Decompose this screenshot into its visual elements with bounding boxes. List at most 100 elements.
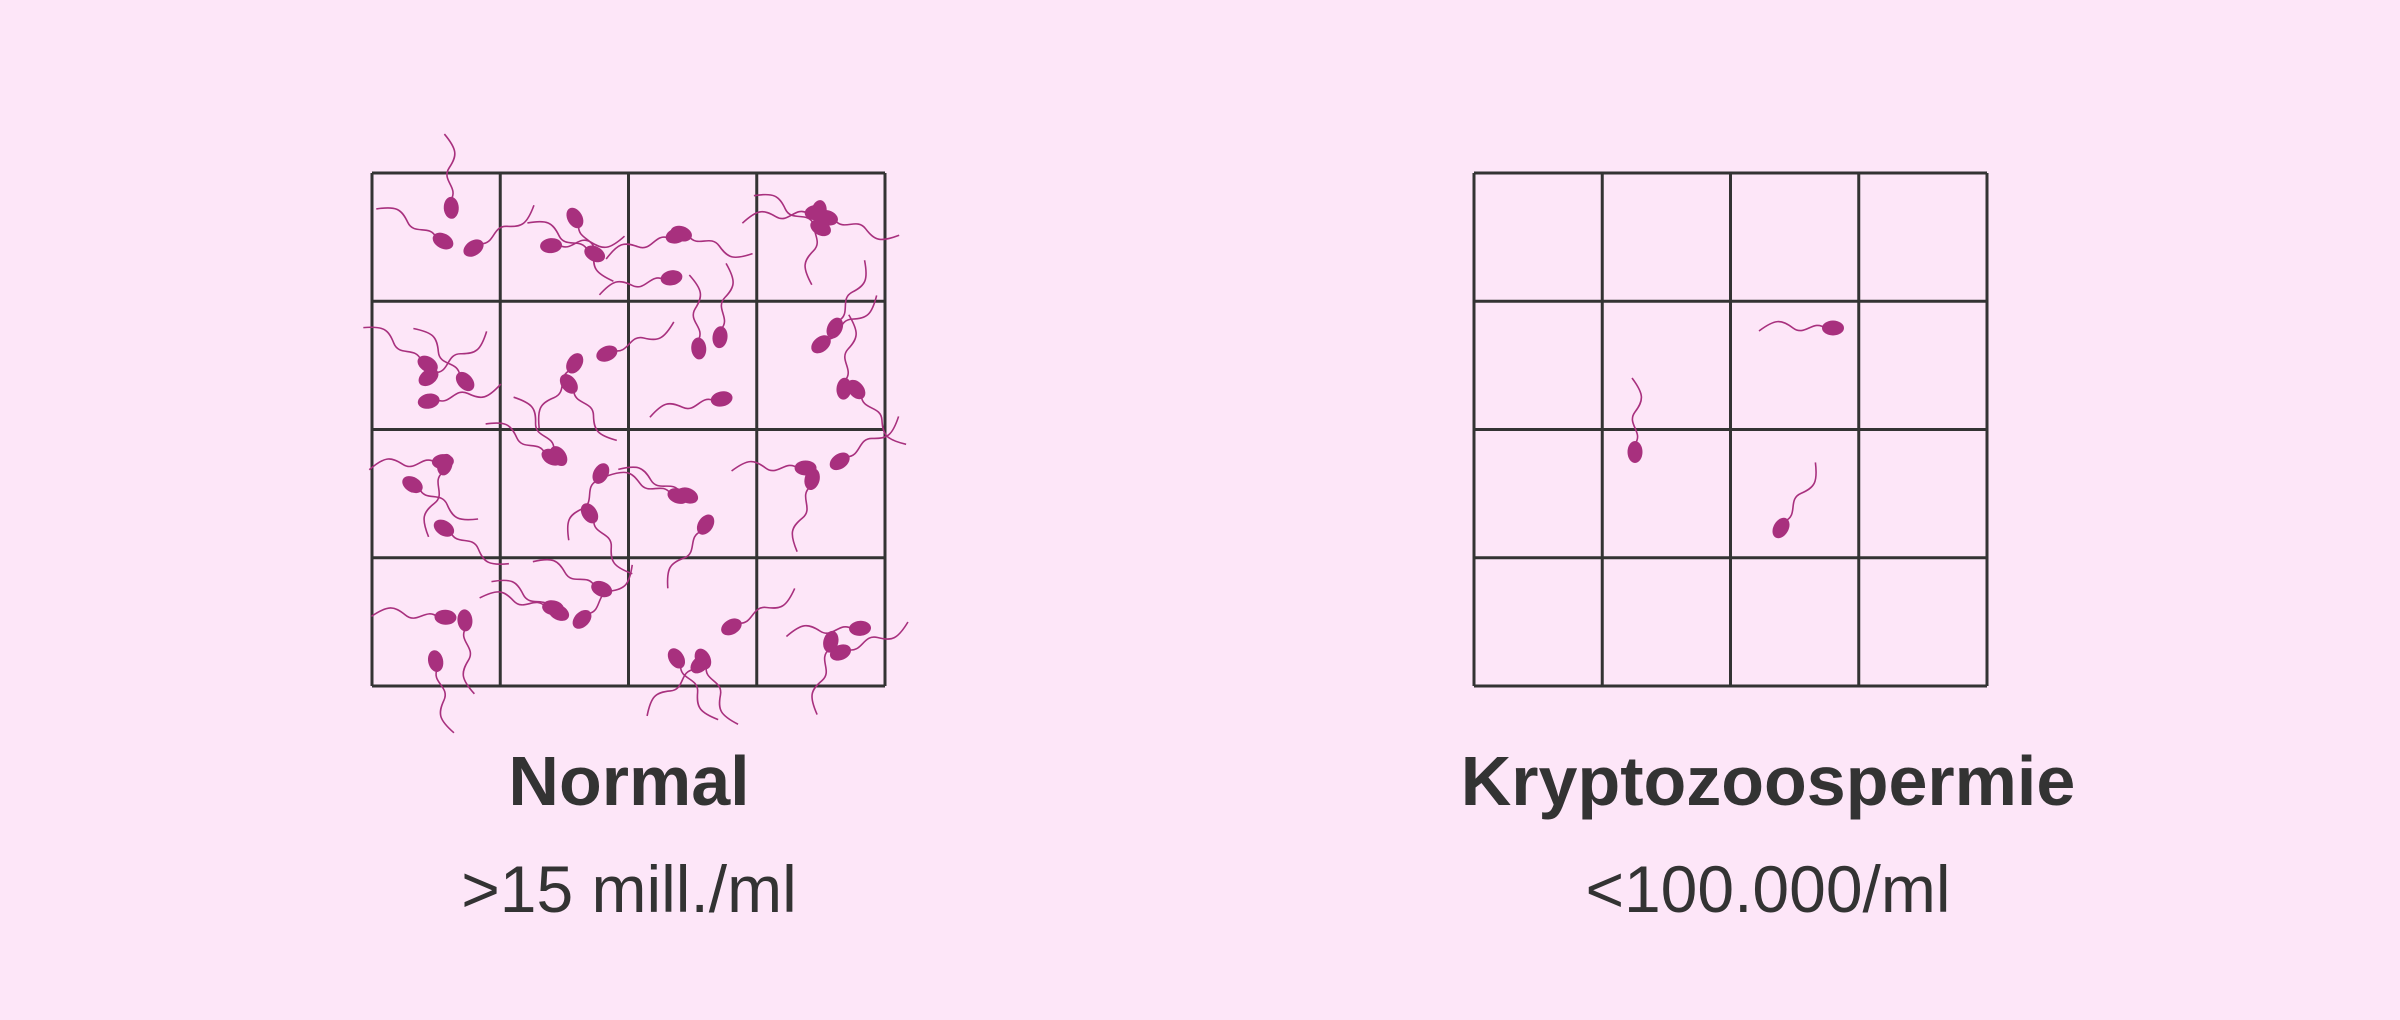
sperm xyxy=(566,463,610,541)
sperm-head xyxy=(542,600,564,616)
sperm-tail xyxy=(413,327,461,376)
sperm-head xyxy=(432,232,454,250)
grid-normal xyxy=(370,171,887,688)
sperm-tail xyxy=(741,210,809,224)
sperm-normal xyxy=(363,133,909,734)
sperm-tail xyxy=(423,471,444,538)
sperm-tail xyxy=(688,274,702,341)
sperm xyxy=(731,460,817,476)
sperm xyxy=(457,609,475,695)
sperm-tail xyxy=(846,416,900,458)
sperm-head xyxy=(826,317,844,339)
sperm xyxy=(370,607,457,625)
sperm-head xyxy=(667,648,686,669)
sperm-tail xyxy=(587,564,634,615)
sperm-tail xyxy=(480,205,535,245)
sperm xyxy=(670,225,753,259)
sperm xyxy=(363,326,438,373)
sperm-tail xyxy=(434,331,488,374)
sperm xyxy=(463,205,535,257)
sperm xyxy=(826,260,867,339)
sperm-head xyxy=(829,452,850,471)
sperm-head xyxy=(691,337,707,360)
sperm-tail xyxy=(479,591,546,608)
sperm-tail xyxy=(844,314,857,382)
sperm-tail xyxy=(363,326,422,361)
panel-title: Normal xyxy=(508,742,749,820)
sperm xyxy=(433,519,509,566)
sperm-tail xyxy=(1784,462,1817,522)
panel-title: Kryptozoospermie xyxy=(1461,742,2076,820)
sperm xyxy=(712,262,734,349)
sperm xyxy=(423,453,453,538)
sperm-head xyxy=(810,219,831,237)
sperm xyxy=(572,564,634,629)
sperm-head xyxy=(433,519,455,537)
sperm xyxy=(559,374,617,442)
sperm-tail xyxy=(462,627,475,695)
sperm-tail xyxy=(666,530,702,589)
sperm-head xyxy=(849,620,872,636)
sperm xyxy=(427,650,455,734)
sperm-head xyxy=(847,379,866,400)
sperm-tail xyxy=(705,666,739,725)
sperm-tail xyxy=(731,460,799,472)
sperm-head xyxy=(417,393,440,409)
sperm-head xyxy=(596,345,618,362)
sperm-kryptozoospermie xyxy=(1627,320,1844,539)
sperm xyxy=(667,648,719,721)
sperm xyxy=(1627,377,1643,463)
sperm xyxy=(402,476,479,521)
sperm-tail xyxy=(606,471,672,495)
sperm-head xyxy=(1772,517,1790,539)
sperm-tail xyxy=(598,277,665,296)
sperm xyxy=(413,327,475,392)
sperm-tail xyxy=(679,665,719,721)
sperm xyxy=(596,321,675,362)
sperm-tail xyxy=(1631,377,1643,445)
sperm-tail xyxy=(688,235,753,259)
sperm xyxy=(646,654,710,717)
sperm-head xyxy=(572,609,592,629)
sperm xyxy=(540,235,626,254)
sperm-head xyxy=(690,654,710,674)
sperm xyxy=(649,391,733,418)
sperm-tail xyxy=(860,395,907,446)
sperm-tail xyxy=(649,398,715,418)
sperm-head xyxy=(696,514,715,535)
sperm xyxy=(532,558,613,598)
sperm xyxy=(1758,320,1844,336)
sperm-tail xyxy=(646,668,695,717)
sperm-head xyxy=(592,463,610,484)
sperm-head xyxy=(660,270,683,286)
sperm xyxy=(785,620,872,638)
sperm-head xyxy=(566,207,584,229)
sperm-tail xyxy=(1758,320,1826,332)
sperm xyxy=(443,133,459,219)
sperm xyxy=(753,193,831,237)
sperm xyxy=(598,270,683,296)
sperm-tail xyxy=(435,668,455,734)
sperm-head xyxy=(721,618,742,636)
sperm-tail xyxy=(837,260,867,322)
sperm-tail xyxy=(566,479,598,541)
sperm-tail xyxy=(527,220,589,251)
sperm xyxy=(847,379,907,446)
sperm-head xyxy=(437,453,453,476)
sperm-head xyxy=(463,239,484,257)
sperm-head xyxy=(677,487,699,504)
sperm-tail xyxy=(436,383,502,402)
sperm-head xyxy=(712,326,728,349)
sperm-head xyxy=(457,609,473,632)
sperm-tail xyxy=(834,219,900,241)
sperm-head xyxy=(710,391,733,407)
sperm-tail xyxy=(485,422,546,454)
sperm-head xyxy=(1822,320,1844,336)
sperm-tail xyxy=(614,321,675,352)
sperm-head xyxy=(540,238,563,254)
sperm-tail xyxy=(513,396,555,450)
sperm-head xyxy=(794,460,817,476)
sperm xyxy=(829,416,900,471)
sperm-tail xyxy=(443,133,456,201)
